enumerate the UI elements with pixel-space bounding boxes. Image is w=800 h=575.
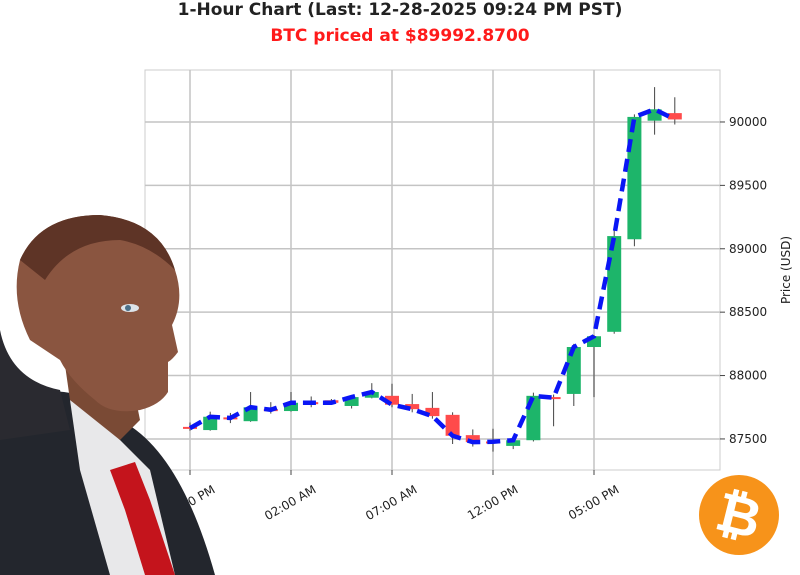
- x-tick-label: 07:00 AM: [363, 482, 419, 523]
- candle-up: [566, 347, 581, 394]
- android-figure-image: [0, 215, 215, 575]
- y-tick-label: 88000: [729, 369, 767, 383]
- candle-up: [627, 116, 642, 240]
- candle-up: [284, 402, 298, 412]
- candle-down: [465, 435, 480, 443]
- candle-down: [405, 404, 420, 410]
- y-axis-label: Price (USD): [779, 236, 793, 304]
- y-tick-label: 88500: [729, 305, 767, 319]
- x-tick-label: 05:00 PM: [566, 482, 621, 522]
- candle-down: [445, 414, 460, 436]
- candle-up: [364, 392, 379, 398]
- x-tick-label: 12:00 PM: [465, 482, 520, 522]
- y-tick-label: 89500: [729, 178, 767, 192]
- candle-up: [607, 236, 622, 332]
- tie-icon: [110, 462, 175, 575]
- candle-down: [425, 407, 440, 417]
- candle-down: [546, 397, 561, 400]
- y-tick-label: 89000: [729, 242, 767, 256]
- candle-down: [667, 113, 682, 120]
- x-tick-label: 02:00 AM: [262, 482, 318, 523]
- candle-up: [647, 109, 662, 121]
- dashed-price-line: [188, 106, 676, 445]
- candle-up: [506, 440, 521, 446]
- candle-up: [203, 416, 218, 431]
- candle-up: [587, 336, 601, 348]
- candle-up: [344, 397, 359, 406]
- candle-down: [385, 395, 399, 405]
- bitcoin-logo: ₿: [699, 475, 779, 555]
- y-tick-label: 90000: [729, 115, 767, 129]
- y-tick-label: 87500: [729, 432, 767, 446]
- chart-subtitle: BTC priced at $89992.8700: [270, 26, 530, 46]
- chart-title: 1-Hour Chart (Last: 12-28-2025 09:24 PM …: [177, 0, 623, 20]
